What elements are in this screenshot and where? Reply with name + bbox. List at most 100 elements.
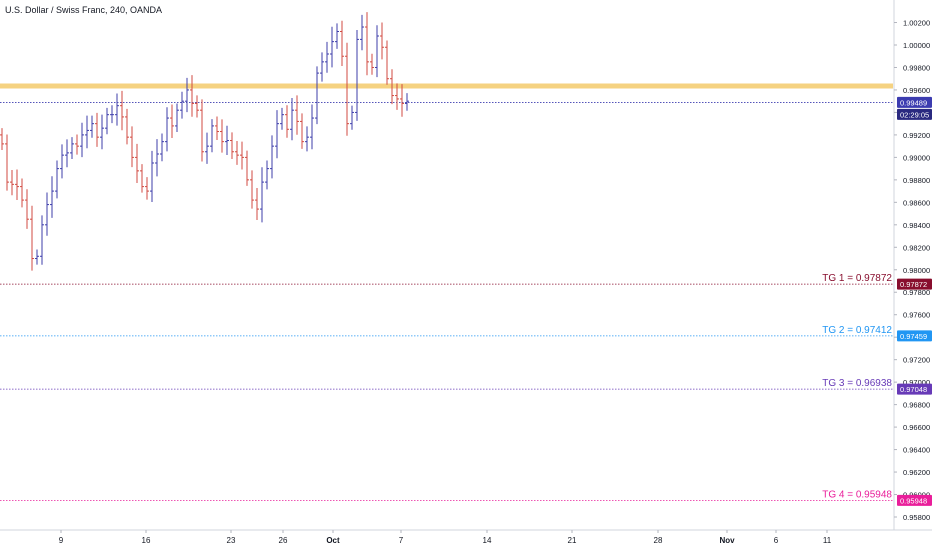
- ohlc-bar: [10, 169, 14, 196]
- ohlc-bar: [295, 95, 299, 135]
- ohlc-bar: [315, 66, 319, 125]
- ohlc-bar: [125, 108, 129, 145]
- countdown-bg: [897, 108, 932, 120]
- ohlc-bar: [200, 99, 204, 162]
- ohlc-bar: [310, 104, 314, 150]
- y-tick-label: 0.99000: [903, 153, 930, 162]
- ohlc-bar: [390, 69, 394, 105]
- y-tick-label: 0.95800: [903, 513, 930, 522]
- ohlc-bar: [95, 112, 99, 147]
- ohlc-bar: [75, 134, 79, 155]
- ohlc-bar: [155, 139, 159, 177]
- ohlc-bar: [230, 132, 234, 160]
- y-tick-label: 0.96600: [903, 423, 930, 432]
- y-tick-label: 0.97200: [903, 356, 930, 365]
- x-tick-label: 28: [654, 536, 663, 545]
- ohlc-bar: [215, 116, 219, 141]
- ohlc-bar: [340, 20, 344, 66]
- ohlc-bar: [225, 125, 229, 155]
- ohlc-bar: [205, 132, 209, 164]
- ohlc-bar: [355, 29, 359, 121]
- target-tag-1-bg: [897, 278, 932, 290]
- y-tick-label: 0.98600: [903, 198, 930, 207]
- ohlc-bar: [335, 23, 339, 49]
- ohlc-bar: [330, 26, 334, 68]
- ohlc-bar: [30, 205, 34, 271]
- ohlc-bar: [290, 98, 294, 141]
- x-tick-label: Nov: [719, 536, 735, 545]
- x-tick-label: 16: [142, 536, 151, 545]
- current-price-tag-text: 0.99489: [900, 98, 927, 107]
- ohlc-bars: [0, 12, 409, 271]
- ohlc-bar: [175, 103, 179, 132]
- ohlc-bar: [130, 126, 134, 168]
- x-tick-label: 6: [774, 536, 779, 545]
- x-tick-label: 7: [399, 536, 404, 545]
- ohlc-bar: [210, 119, 214, 153]
- ohlc-bar: [180, 91, 184, 119]
- ohlc-bar: [235, 140, 239, 165]
- ohlc-bar: [345, 42, 349, 136]
- ohlc-bar: [285, 105, 289, 138]
- target-tag-2-bg: [897, 330, 932, 342]
- ohlc-bar: [395, 83, 399, 110]
- ohlc-bar: [5, 134, 9, 191]
- target-tag-3-bg: [897, 383, 932, 395]
- levels-layer: [0, 83, 893, 501]
- ohlc-bar: [90, 115, 94, 138]
- y-tick-label: 0.96800: [903, 401, 930, 410]
- target-tag-4: 0.95948: [897, 494, 932, 506]
- ohlc-bar: [320, 52, 324, 82]
- ohlc-bar: [0, 128, 4, 150]
- y-tick-label: 0.96400: [903, 446, 930, 455]
- ohlc-bar: [185, 77, 189, 113]
- ohlc-bar: [360, 14, 364, 51]
- ohlc-bar: [260, 167, 264, 223]
- y-tick-label: 0.98200: [903, 243, 930, 252]
- ohlc-bar: [20, 178, 24, 208]
- ohlc-bar: [100, 114, 104, 150]
- ohlc-bar: [110, 105, 114, 124]
- countdown-text: 02:29:05: [900, 110, 929, 119]
- ohlc-bar: [70, 137, 74, 159]
- y-tick-label: 0.97000: [903, 378, 930, 387]
- ohlc-bar: [405, 93, 409, 111]
- y-tick-label: 0.96200: [903, 468, 930, 477]
- ohlc-bar: [105, 107, 109, 135]
- current-price-tag-bg: [897, 96, 932, 108]
- y-tick-label: 0.99600: [903, 86, 930, 95]
- ohlc-bar: [380, 22, 384, 60]
- ohlc-bar: [275, 110, 279, 159]
- y-axis-ticks: 1.002001.000000.998000.996000.994000.992…: [894, 19, 930, 522]
- ohlc-bar: [160, 133, 164, 162]
- y-tick-label: 0.98800: [903, 176, 930, 185]
- y-tick-label: 0.98000: [903, 266, 930, 275]
- price-tags: 0.99489 02:29:05 0.97872 0.97459 0.97048 0.95…: [897, 96, 932, 506]
- ohlc-bar: [55, 160, 59, 199]
- chart-title: U.S. Dollar / Swiss Franc, 240, OANDA: [5, 5, 163, 15]
- countdown-tag: 02:29:05: [897, 108, 932, 120]
- ohlc-bar: [280, 107, 284, 130]
- ohlc-bar: [15, 169, 19, 200]
- x-tick-label: 23: [227, 536, 236, 545]
- ohlc-bar: [120, 90, 124, 131]
- ohlc-bar: [365, 12, 369, 76]
- y-tick-label: 0.99800: [903, 63, 930, 72]
- ohlc-bar: [40, 215, 44, 265]
- current-price-tag: 0.99489: [897, 96, 932, 108]
- target-tag-1: 0.97872: [897, 278, 932, 290]
- target-tag-4-text: 0.95948: [900, 496, 927, 505]
- y-tick-label: 0.97600: [903, 311, 930, 320]
- ohlc-bar: [245, 150, 249, 186]
- ohlc-bar: [35, 249, 39, 265]
- x-tick-label: 9: [59, 536, 64, 545]
- ohlc-bar: [300, 113, 304, 149]
- ohlc-bar: [115, 93, 119, 126]
- ohlc-bar: [375, 25, 379, 78]
- ohlc-bar: [80, 122, 84, 158]
- ohlc-bar: [325, 41, 329, 73]
- ohlc-bar: [400, 84, 404, 117]
- ohlc-bar: [140, 164, 144, 193]
- target-label-2: TG 2 = 0.97412: [822, 325, 892, 336]
